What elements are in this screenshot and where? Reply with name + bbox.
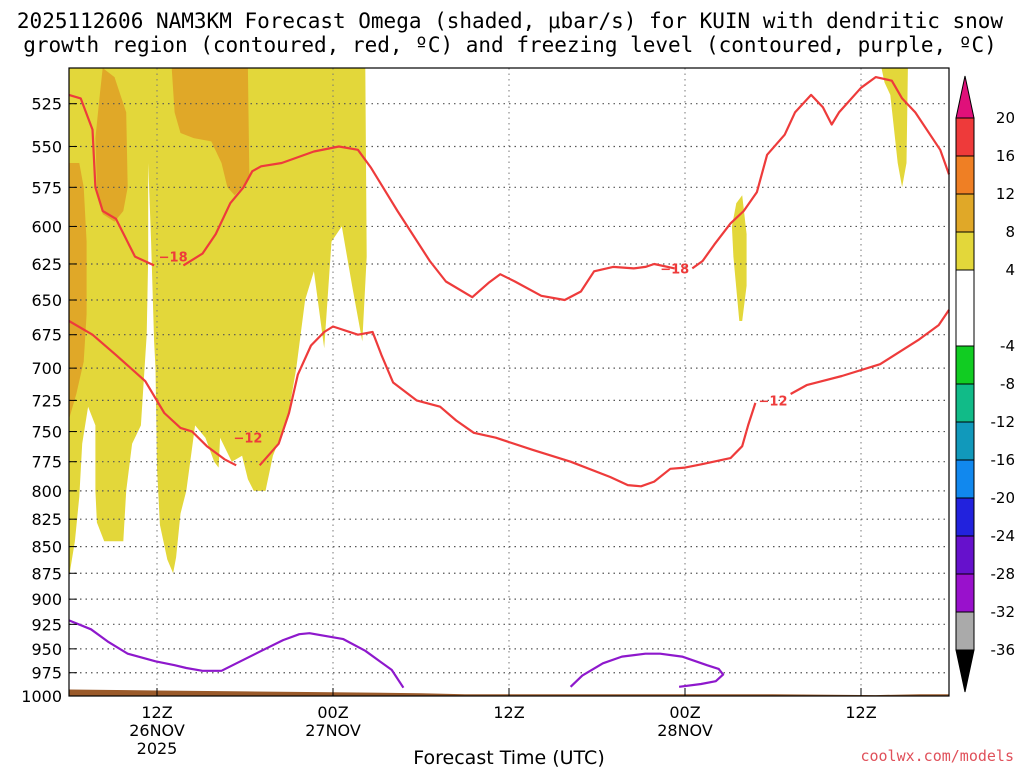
x-tick-label: 28NOV [657,721,713,740]
x-tick-label: 26NOV [129,721,185,740]
colorbar-bin [955,535,975,575]
y-tick-label: 750 [31,423,62,442]
chart-title-line2: growth region (contoured, red, ºC) and f… [23,33,997,57]
contour-layer: −18 −18 −12 −12 [68,75,951,689]
omega-colorbar: 20 16 12 8 4 -4 -8 -12 -16 -20 -24 -28 -32 -36 [955,75,1016,693]
y-tick-label: 525 [31,95,62,114]
colorbar-bin [955,269,975,347]
colorbar-bin [955,459,975,499]
freezing-level-0C-east [569,652,725,688]
terrain-layer [69,689,949,696]
dgz-bottom-minus12-east [790,309,950,395]
omega-4-8-west [69,68,367,579]
y-tick-label: 700 [31,359,62,378]
y-tick-label: 825 [31,510,62,529]
grid-layer [69,68,949,696]
colorbar-top-arrow [955,75,975,119]
colorbar-label: 20 [996,109,1015,127]
y-tick-label: 600 [31,217,62,236]
x-tick-label: 00Z [669,703,700,722]
dgz-top-minus18-east [691,75,951,270]
y-tick-label: 650 [31,291,62,310]
contour-label: −18 [660,262,689,277]
x-tick-label: 12Z [845,703,876,722]
y-tick-label: 850 [31,538,62,557]
colorbar-label: 12 [996,185,1015,203]
colorbar-bin [955,345,975,385]
colorbar-bin [955,193,975,233]
colorbar-bin [955,573,975,613]
x-tick-label: 12Z [493,703,524,722]
colorbar-label: -8 [1000,375,1015,393]
contour-label: −18 [159,251,188,266]
omega-8-12-a [95,68,128,222]
colorbar-bin [955,497,975,537]
omega-8-12-c [171,68,250,196]
y-tick-label: 550 [31,137,62,156]
colorbar-bin [955,231,975,271]
y-tick-label: 625 [31,255,62,274]
y-tick-label: 725 [31,391,62,410]
dgz-bottom-minus12-west [68,320,237,467]
colorbar-label: -32 [991,603,1016,621]
colorbar-label: 16 [996,147,1015,165]
x-tick-label: 27NOV [305,721,361,740]
colorbar-label: -24 [991,527,1016,545]
colorbar-label: 8 [1005,223,1015,241]
y-tick-label: 800 [31,482,62,501]
y-tick-label: 950 [31,640,62,659]
omega-8-12-b [69,163,87,420]
y-tick-label: 875 [31,564,62,583]
x-tick-label: 2025 [137,739,178,758]
contour-label: −12 [233,432,262,447]
colorbar-bin [955,155,975,195]
contour-label: −12 [759,394,788,409]
colorbar-label: -20 [991,489,1016,507]
y-tick-label: 675 [31,326,62,345]
y-tick-label: 925 [31,615,62,634]
y-tick-label: 575 [31,178,62,197]
x-tick-label: 00Z [317,703,348,722]
colorbar-bin [955,383,975,423]
y-tick-label: 900 [31,590,62,609]
surface-terrain [69,689,949,696]
colorbar-label: -12 [991,413,1016,431]
y-tick-label: 975 [31,664,62,683]
dgz-top-minus18-west [68,93,155,267]
y-tick-label: 1000 [21,687,62,706]
colorbar-label: -4 [1000,337,1015,355]
colorbar-bottom-arrow [955,649,975,693]
colorbar-label: -28 [991,565,1016,583]
dgz-bottom-minus12-main [258,325,757,488]
chart-title-line1: 2025112606 NAM3KM Forecast Omega (shaded… [17,9,1004,33]
pressure-axis: 525 550 575 600 625 650 675 700 725 750 775 800 825 8… [21,95,77,706]
freezing-level-0C-west [68,619,405,689]
colorbar-label: -36 [991,641,1016,659]
colorbar-label: 4 [1005,261,1015,279]
dgz-top-minus18-main [182,145,675,302]
colorbar-label: -16 [991,451,1016,469]
x-tick-label: 12Z [141,703,172,722]
colorbar-bin [955,117,975,157]
x-axis-label: Forecast Time (UTC) [413,747,604,768]
credit-text: coolwx.com/models [860,747,1014,765]
plot-area: −18 −18 −12 −12 [68,67,951,697]
colorbar-bin [955,611,975,651]
y-tick-label: 775 [31,453,62,472]
colorbar-bin [955,421,975,461]
